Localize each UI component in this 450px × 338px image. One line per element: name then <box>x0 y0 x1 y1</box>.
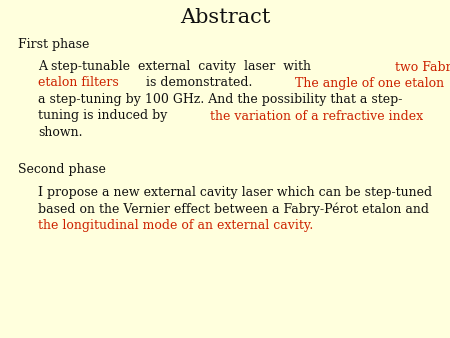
Text: I propose a new external cavity laser which can be step-tuned: I propose a new external cavity laser wh… <box>38 186 432 199</box>
Text: the variation of a refractive index: the variation of a refractive index <box>210 110 423 122</box>
Text: the longitudinal mode of an external cavity.: the longitudinal mode of an external cav… <box>38 219 313 232</box>
Text: The angle of one etalon: The angle of one etalon <box>295 76 444 90</box>
Text: shown.: shown. <box>38 126 82 139</box>
Text: is demonstrated.: is demonstrated. <box>142 76 261 90</box>
Text: a step-tuning by 100 GHz. And the possibility that a step-: a step-tuning by 100 GHz. And the possib… <box>38 93 402 106</box>
Text: First phase: First phase <box>18 38 90 51</box>
Text: two Fabry-Pérot: two Fabry-Pérot <box>396 60 450 73</box>
Text: etalon filters: etalon filters <box>38 76 119 90</box>
Text: based on the Vernier effect between a Fabry-Pérot etalon and: based on the Vernier effect between a Fa… <box>38 202 429 216</box>
Text: tuning is induced by: tuning is induced by <box>38 110 171 122</box>
Text: Abstract: Abstract <box>180 8 270 27</box>
Text: A step-tunable  external  cavity  laser  with: A step-tunable external cavity laser wit… <box>38 60 315 73</box>
Text: Second phase: Second phase <box>18 163 106 176</box>
